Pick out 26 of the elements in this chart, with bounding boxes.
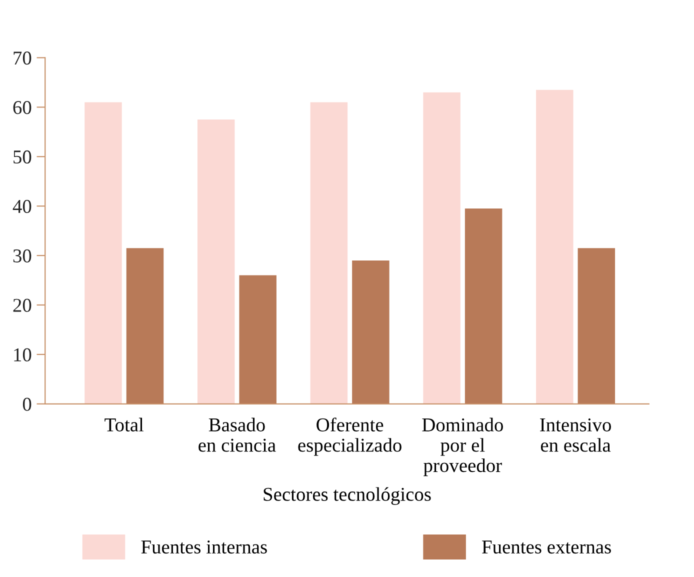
x-tick-label: Total	[104, 418, 144, 432]
x-tick-label: Basado en ciencia	[198, 418, 276, 452]
y-tick-label: 0	[22, 398, 32, 411]
bar	[352, 260, 390, 404]
y-tick-label: 10	[14, 348, 32, 362]
x-tick-label: Intensivo en escala	[540, 418, 611, 452]
y-tick-label: 30	[13, 249, 32, 262]
bar	[126, 248, 164, 404]
x-axis-title: Sectores tecnológicos	[264, 487, 431, 505]
x-tick-label: Oferente especializado	[298, 418, 402, 456]
bar	[310, 102, 348, 404]
y-tick-label: 20	[13, 298, 32, 312]
legend-label: Fuentes externas	[482, 540, 611, 554]
bar	[423, 92, 460, 404]
y-tick-label: 60	[13, 100, 32, 114]
x-tick-label: Dominado por el proveedor	[422, 418, 503, 476]
bar	[464, 208, 502, 404]
y-tick-label: 40	[12, 200, 32, 214]
y-tick-label: 70	[14, 52, 32, 65]
bar	[578, 248, 616, 404]
legend-label: Fuentes internas	[141, 540, 267, 554]
y-tick-label: 50	[14, 150, 32, 164]
bar	[84, 102, 122, 404]
bar	[197, 120, 235, 404]
bar	[536, 90, 574, 404]
bar	[239, 275, 276, 404]
